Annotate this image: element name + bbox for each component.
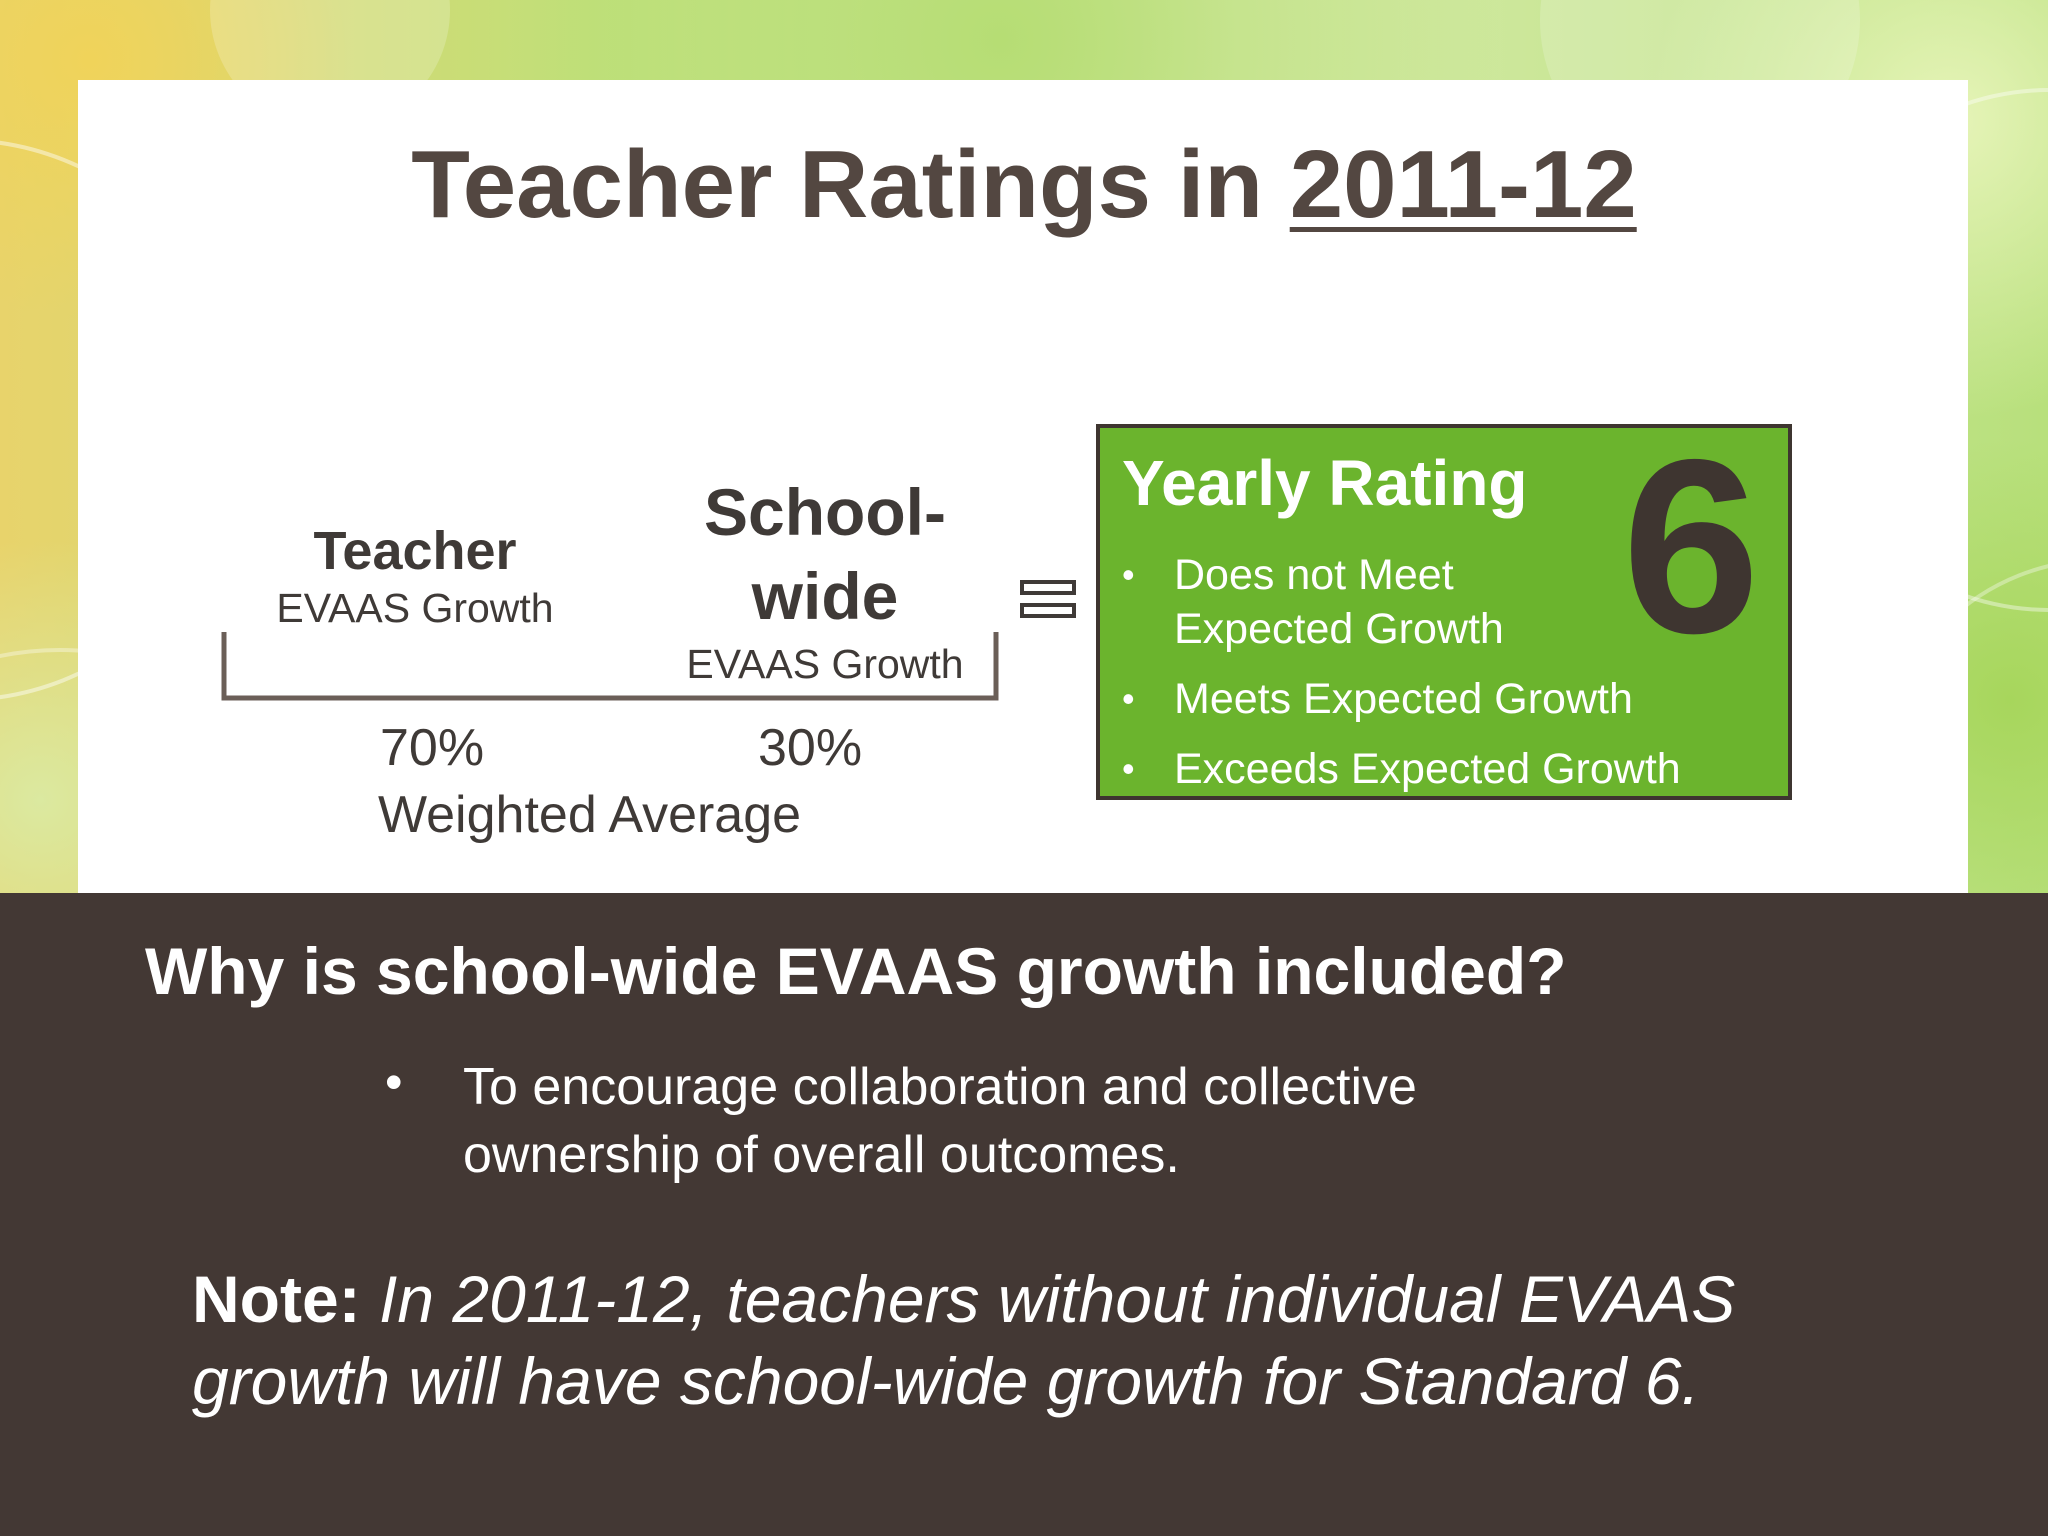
- teacher-subheading: EVAAS Growth: [276, 585, 554, 631]
- yearly-rating-box: Yearly Rating 6 • Does not Meet Expected…: [1096, 407, 1792, 800]
- schoolwide-growth-label: School- wide EVAAS Growth: [640, 470, 1010, 690]
- weighted-bracket: [221, 632, 999, 701]
- explanation-note: Note: In 2011-12, teachers without indiv…: [192, 1258, 1892, 1422]
- bullet-icon: •: [1122, 678, 1135, 719]
- teacher-heading: Teacher: [313, 521, 517, 581]
- note-text: growth will have school-wide growth for …: [192, 1344, 1700, 1418]
- note-text: In 2011-12, teachers without individual …: [360, 1262, 1736, 1336]
- rating-level-text: Does not Meet: [1174, 551, 1454, 599]
- note-line: Note: In 2011-12, teachers without indiv…: [192, 1258, 1892, 1340]
- page-title: Teacher Ratings in 2011-12: [0, 130, 2048, 240]
- rating-levels-list: • Does not Meet Expected Growth • Meets …: [1122, 548, 1762, 812]
- teacher-growth-label: Teacher EVAAS Growth: [235, 520, 595, 634]
- rating-level-text: Meets Expected Growth: [1174, 675, 1633, 723]
- rating-level-item: • Does not Meet Expected Growth: [1122, 548, 1762, 656]
- yearly-rating-title: Yearly Rating: [1122, 447, 1528, 519]
- explanation-answer-text: To encourage collaboration and collectiv…: [463, 1053, 1563, 1189]
- answer-line: To encourage collaboration and collectiv…: [463, 1058, 1417, 1116]
- bullet-icon: •: [385, 1054, 403, 1110]
- rating-level-text: Exceeds Expected Growth: [1174, 745, 1681, 793]
- rating-level-item: • Meets Expected Growth: [1122, 672, 1762, 726]
- answer-line: ownership of overall outcomes.: [463, 1126, 1180, 1184]
- explanation-panel: Why is school-wide EVAAS growth included…: [0, 893, 2048, 1536]
- standard-number: 6: [1622, 407, 1760, 685]
- schoolwide-heading-line2: wide: [751, 559, 899, 633]
- note-label: Note:: [192, 1262, 361, 1336]
- rating-level-text: Expected Growth: [1174, 605, 1504, 653]
- bullet-icon: •: [1122, 748, 1135, 789]
- teacher-weight-percent: 70%: [380, 719, 485, 777]
- explanation-question: Why is school-wide EVAAS growth included…: [145, 934, 1567, 1008]
- equals-icon: [1020, 580, 1076, 618]
- schoolwide-heading-line1: School-: [704, 475, 946, 549]
- page-title-prefix: Teacher Ratings in: [411, 131, 1290, 238]
- schoolwide-subheading: EVAAS Growth: [686, 641, 964, 687]
- schoolwide-weight-percent: 30%: [758, 719, 863, 777]
- bullet-icon: •: [1122, 554, 1135, 595]
- page-title-year: 2011-12: [1289, 131, 1637, 238]
- weighted-average-label: Weighted Average: [378, 786, 802, 844]
- rating-level-item: • Exceeds Expected Growth: [1122, 742, 1762, 796]
